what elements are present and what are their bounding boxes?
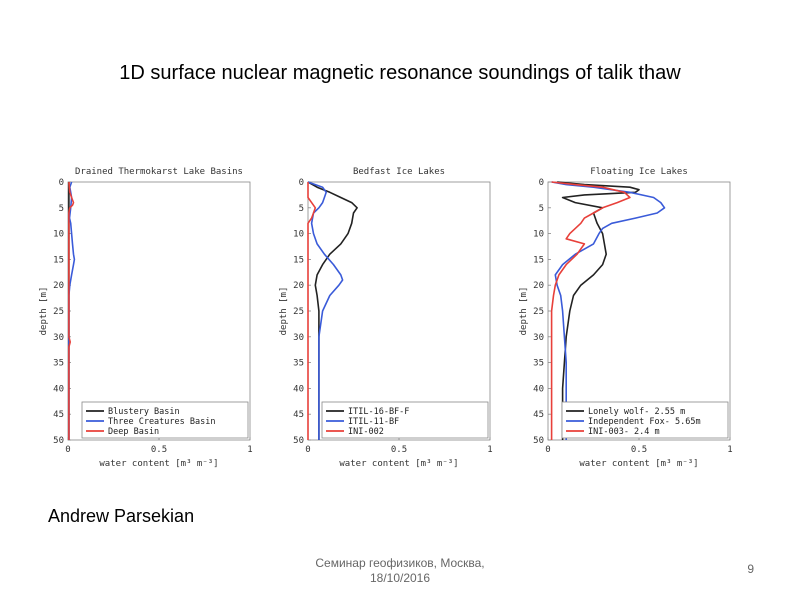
y-tick-label: 50 — [533, 436, 544, 446]
chart-title: Floating Ice Lakes — [590, 167, 688, 177]
x-tick-label: 0 — [545, 445, 550, 455]
x-tick-label: 1 — [247, 445, 252, 455]
x-axis-label: water content [m³ m⁻³] — [99, 459, 218, 469]
series-line — [551, 181, 666, 440]
footer-line-2: 18/10/2016 — [369, 571, 431, 585]
y-tick-label: 5 — [299, 204, 304, 214]
y-tick-label: 40 — [53, 384, 64, 394]
legend-label: Three Creatures Basin — [108, 417, 215, 427]
y-tick-label: 15 — [533, 255, 544, 265]
chart-panel-drained: Drained Thermokarst Lake Basins 0 5 10 15 20 2… — [34, 158, 264, 483]
y-axis-label: depth [m] — [39, 287, 49, 336]
x-tick-label: 0.5 — [151, 445, 167, 455]
y-tick-label: 10 — [53, 230, 64, 240]
y-tick-label: 20 — [533, 281, 544, 291]
y-axis-label: depth [m] — [519, 287, 529, 336]
legend-box — [81, 401, 249, 439]
legend-label: Blustery Basin — [108, 407, 180, 417]
y-tick-label: 15 — [293, 255, 304, 265]
legend-label: ITIL-11-BF — [348, 417, 399, 427]
y-tick-label: 15 — [53, 255, 64, 265]
slide-footer: Семинар геофизиков, Москва, 18/10/2016 — [300, 556, 500, 586]
series-line — [557, 181, 640, 440]
page-number: 9 — [747, 562, 754, 576]
author-name: Andrew Parsekian — [48, 506, 195, 526]
x-axis-label: water content [m³ m⁻³] — [339, 459, 458, 469]
y-tick-label: 45 — [293, 410, 304, 420]
y-tick-label: 5 — [59, 204, 64, 214]
legend-label: INI-002 — [348, 427, 384, 437]
y-tick-label: 30 — [293, 333, 304, 343]
footer-line-1: Семинар геофизиков, Москва, — [315, 556, 485, 570]
x-axis-label: water content [m³ m⁻³] — [579, 459, 698, 469]
y-tick-label: 30 — [533, 333, 544, 343]
x-tick-label: 0 — [305, 445, 310, 455]
y-tick-label: 50 — [53, 436, 64, 446]
slide-title: 1D surface nuclear magnetic resonance so… — [119, 62, 681, 84]
x-tick-label: 1 — [487, 445, 492, 455]
y-tick-label: 0 — [59, 178, 64, 188]
plot-frame — [67, 181, 251, 441]
x-tick-label: 0.5 — [391, 445, 407, 455]
y-tick-label: 20 — [293, 281, 304, 291]
legend-box — [561, 401, 729, 439]
legend-label: ITIL-16-BF-F — [348, 407, 409, 417]
y-tick-label: 50 — [293, 436, 304, 446]
series-line — [307, 181, 358, 440]
series-line — [68, 181, 75, 440]
series-line — [307, 182, 317, 440]
y-tick-label: 0 — [299, 178, 304, 188]
series-line — [550, 181, 631, 440]
legend-label: Independent Fox- 5.65m — [588, 417, 701, 427]
legend-label: Deep Basin — [108, 427, 159, 437]
y-tick-label: 25 — [53, 307, 64, 317]
y-tick-label: 0 — [539, 178, 544, 188]
y-tick-label: 45 — [533, 410, 544, 420]
y-tick-label: 20 — [53, 281, 64, 291]
y-tick-label: 10 — [533, 230, 544, 240]
y-tick-label: 10 — [293, 230, 304, 240]
chart-title: Drained Thermokarst Lake Basins — [75, 167, 243, 177]
series-line — [307, 181, 344, 440]
x-tick-label: 1 — [727, 445, 732, 455]
legend-box — [321, 401, 489, 439]
y-axis-label: depth [m] — [279, 287, 289, 336]
plot-frame — [307, 181, 491, 441]
y-tick-label: 35 — [533, 359, 544, 369]
y-tick-label: 30 — [53, 333, 64, 343]
y-tick-label: 45 — [53, 410, 64, 420]
y-tick-label: 40 — [533, 384, 544, 394]
y-tick-label: 40 — [293, 384, 304, 394]
y-tick-label: 25 — [293, 307, 304, 317]
plot-frame — [547, 181, 731, 441]
legend-label: INI-003- 2.4 m — [588, 427, 660, 437]
chart-drained: Drained Thermokarst Lake Basins051015202… — [39, 167, 253, 469]
y-tick-label: 35 — [293, 359, 304, 369]
chart-title: Bedfast Ice Lakes — [353, 167, 445, 177]
chart-panel-bedfast: Bedfast Ice Lakes 0 5 10 15 20 25 30 35 40 45 50 0 0.… — [274, 158, 504, 483]
chart-panel-floating: Floating Ice Lakes 0 5 10 15 20 25 30 35 40 45 50 0 0… — [514, 158, 744, 483]
x-tick-label: 0 — [65, 445, 70, 455]
x-tick-label: 0.5 — [631, 445, 647, 455]
y-tick-label: 5 — [539, 204, 544, 214]
y-tick-label: 25 — [533, 307, 544, 317]
y-tick-label: 35 — [53, 359, 64, 369]
legend-label: Lonely wolf- 2.55 m — [588, 407, 685, 417]
